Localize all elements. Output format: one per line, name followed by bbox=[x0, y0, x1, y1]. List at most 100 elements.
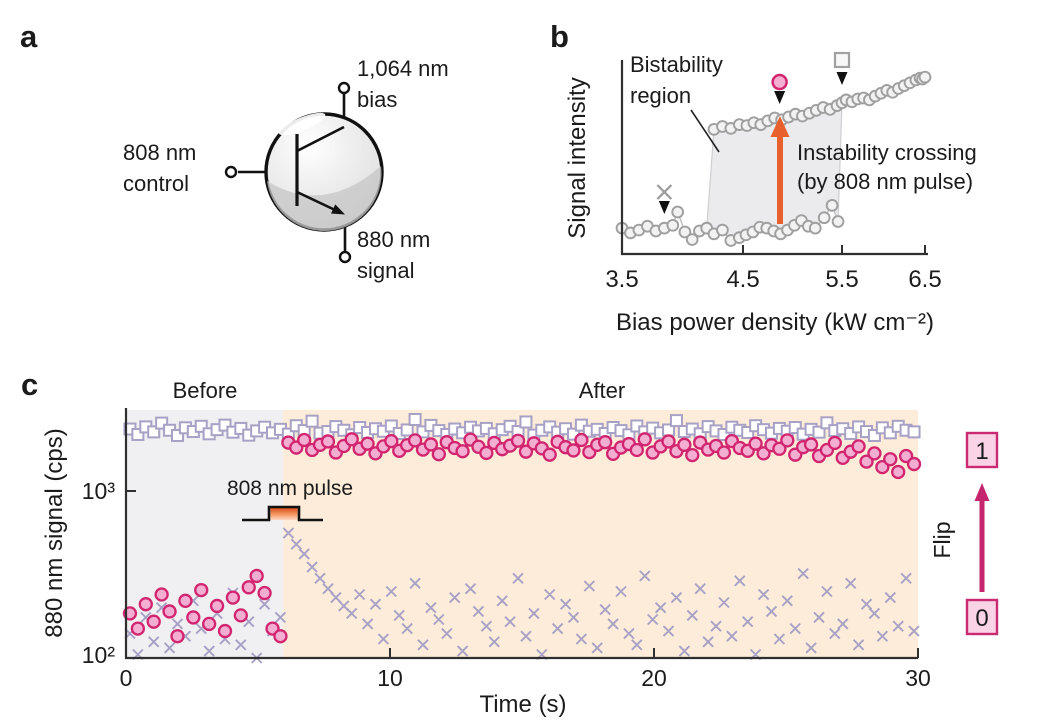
circle-data-point bbox=[423, 437, 439, 452]
circle-data-point bbox=[162, 604, 177, 619]
circle-data-point bbox=[883, 452, 898, 467]
b-xtick-5-5: 5.5 bbox=[825, 266, 858, 293]
square-data-point bbox=[820, 416, 834, 430]
signal-label-line2: signal bbox=[357, 258, 414, 283]
sphere-highlight bbox=[278, 112, 326, 136]
panel-b-data-layer bbox=[615, 51, 932, 247]
marker-pointer-arrowhead bbox=[658, 201, 670, 215]
circle-data-point bbox=[479, 445, 494, 461]
square-data-point bbox=[218, 418, 232, 432]
circle-data-point bbox=[257, 585, 272, 601]
square-data-point bbox=[194, 419, 208, 433]
flip-label: Flip bbox=[929, 521, 955, 558]
panel-a: a 1,064 nm bias 808 nm control 880 nm si… bbox=[20, 19, 449, 283]
instability-arrow-head bbox=[770, 116, 790, 137]
circle-data-point bbox=[233, 608, 248, 623]
circle-data-point bbox=[178, 593, 193, 608]
lower-branch-point bbox=[716, 223, 729, 237]
circle-data-point bbox=[186, 610, 201, 625]
circle-data-point bbox=[906, 456, 922, 472]
flip-arrow-head bbox=[974, 483, 990, 501]
circle-data-point bbox=[827, 435, 842, 451]
control-terminal-node bbox=[224, 165, 238, 179]
c-xtick-20: 20 bbox=[641, 665, 667, 691]
circle-data-point bbox=[431, 447, 446, 462]
circle-data-point bbox=[146, 614, 161, 629]
circle-data-point bbox=[574, 432, 589, 448]
circle-data-point bbox=[637, 432, 652, 447]
square-data-point bbox=[384, 419, 398, 433]
marker-pointer-arrowhead bbox=[836, 72, 848, 85]
circle-data-point bbox=[891, 464, 906, 480]
square-data-point bbox=[170, 428, 184, 442]
circle-data-point bbox=[780, 433, 795, 448]
state-cross-marker bbox=[656, 184, 673, 200]
circle-data-point bbox=[455, 444, 470, 459]
square-data-point bbox=[147, 425, 161, 439]
pulse-step-line bbox=[242, 505, 323, 522]
state-one-box bbox=[965, 431, 999, 469]
panel-b: b 3.5 4.5 5.5 6.5 Bias power density (kW… bbox=[550, 19, 977, 336]
circle-data-point bbox=[859, 454, 874, 469]
b-xtick-6-5: 6.5 bbox=[908, 266, 941, 293]
panel-a-label: a bbox=[20, 19, 38, 54]
cross-data-points bbox=[124, 527, 920, 664]
circle-data-point bbox=[320, 434, 336, 449]
circle-data-point bbox=[542, 447, 557, 462]
circle-data-point bbox=[217, 623, 233, 639]
lower-branch-point bbox=[831, 215, 845, 228]
panel-c-backgrounds bbox=[126, 410, 919, 658]
control-label-line1: 808 nm bbox=[123, 140, 196, 165]
panel-b-x-tickmarks bbox=[742, 245, 926, 254]
bistability-text-line2: region bbox=[630, 83, 691, 108]
panel-b-label: b bbox=[550, 19, 569, 54]
transistor-emitter-line bbox=[296, 190, 335, 211]
square-data-point bbox=[234, 421, 248, 435]
lower-branch-point bbox=[817, 211, 831, 225]
square-data-point bbox=[741, 426, 755, 440]
panel-c-x-tickmarks bbox=[389, 648, 919, 658]
circle-data-point bbox=[249, 568, 264, 584]
circle-data-point bbox=[677, 437, 692, 452]
circle-data-point bbox=[202, 616, 217, 632]
control-label-line2: control bbox=[123, 171, 189, 196]
b-yaxis-title: Signal intensity bbox=[564, 77, 591, 238]
square-data-point bbox=[408, 413, 422, 427]
circle-data-point bbox=[748, 436, 763, 451]
circle-data-point bbox=[225, 590, 241, 605]
circle-data-point bbox=[566, 443, 581, 458]
instability-text-line1: Instability crossing bbox=[797, 140, 977, 165]
state-square-marker bbox=[833, 51, 851, 69]
before-label: Before bbox=[173, 378, 238, 403]
circle-data-point bbox=[138, 597, 153, 612]
lower-branch-point bbox=[808, 221, 822, 235]
lower-branch-point bbox=[825, 199, 839, 212]
c-xtick-30: 30 bbox=[905, 665, 931, 691]
transistor-collector-line bbox=[296, 125, 345, 153]
square-data-point bbox=[669, 414, 683, 428]
bistability-callout-line bbox=[690, 109, 720, 153]
circle-data-point bbox=[209, 598, 225, 614]
panel-b-axes bbox=[620, 60, 928, 256]
bias-terminal-node bbox=[337, 81, 351, 95]
b-xtick-4-5: 4.5 bbox=[726, 266, 759, 293]
pulse-label: 808 nm pulse bbox=[227, 477, 353, 500]
circle-data-point bbox=[629, 442, 644, 458]
pulse-gradient-fill bbox=[270, 508, 298, 520]
square-data-point bbox=[844, 426, 858, 440]
bias-label-line1: 1,064 nm bbox=[357, 56, 449, 81]
after-label: After bbox=[579, 378, 625, 403]
circle-data-point bbox=[851, 439, 866, 454]
c-xtick-10: 10 bbox=[377, 665, 403, 691]
lower-branch-point bbox=[685, 233, 699, 246]
square-data-point bbox=[812, 425, 826, 439]
circle-data-point bbox=[273, 629, 288, 644]
circle-data-point bbox=[518, 444, 534, 459]
circle-data-point bbox=[154, 587, 169, 602]
circle-data-point bbox=[344, 432, 359, 447]
circle-data-point bbox=[716, 445, 732, 460]
sphere-shading bbox=[267, 166, 382, 231]
square-data-point bbox=[400, 423, 414, 437]
